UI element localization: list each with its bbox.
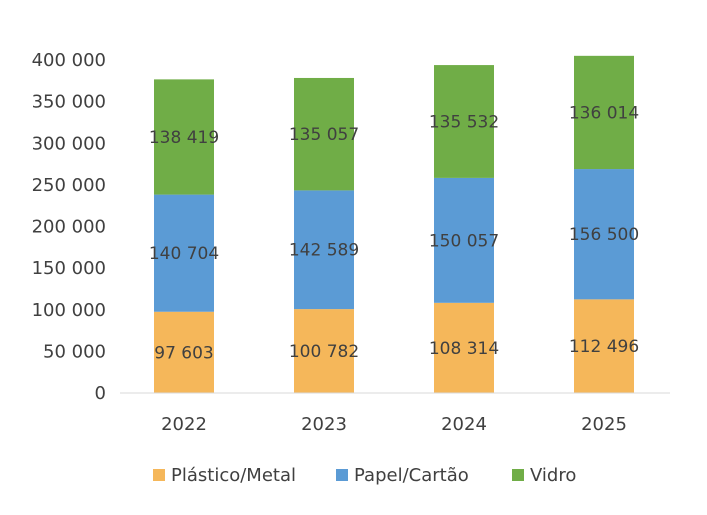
- y-tick-label: 300 000: [32, 133, 106, 154]
- y-tick-label: 250 000: [32, 175, 106, 196]
- legend-swatch: [336, 469, 348, 481]
- bars: [154, 55, 634, 393]
- data-label: 112 496: [569, 337, 639, 357]
- data-label: 150 057: [429, 231, 499, 251]
- bar-segment-vidro-2025: [574, 55, 634, 170]
- data-label: 140 704: [149, 244, 219, 264]
- legend-swatch: [153, 469, 165, 481]
- y-tick-label: 350 000: [32, 92, 106, 113]
- data-label: 138 419: [149, 128, 219, 148]
- data-labels: 97 603 140 704 138 419 100 782 142 589 135 05…: [149, 103, 639, 363]
- bar-segment-papel-cart-o-2023: [294, 190, 354, 310]
- y-tick-label: 100 000: [32, 300, 106, 321]
- data-label: 136 014: [569, 103, 639, 123]
- x-tick-label: 2024: [441, 414, 487, 435]
- bar-segment-vidro-2024: [434, 65, 494, 178]
- x-tick-label: 2022: [161, 414, 207, 435]
- x-axis: 2022 2023 2024 2025: [120, 392, 670, 435]
- bar-segment-vidro-2023: [294, 77, 354, 191]
- bar-segment-pl-stico-metal-2024: [434, 302, 494, 393]
- data-label: 156 500: [569, 225, 639, 245]
- y-tick-label: 200 000: [32, 217, 106, 238]
- legend-label: Vidro: [530, 465, 576, 486]
- y-tick-label: 50 000: [43, 341, 106, 362]
- x-tick-label: 2023: [301, 414, 347, 435]
- bar-segment-papel-cart-o-2022: [154, 194, 214, 312]
- legend-label: Papel/Cartão: [354, 465, 469, 486]
- bar-segment-vidro-2022: [154, 79, 214, 195]
- bar-segment-papel-cart-o-2025: [574, 169, 634, 300]
- data-label: 97 603: [154, 343, 213, 363]
- bar-segment-pl-stico-metal-2022: [154, 311, 214, 393]
- data-label: 135 532: [429, 112, 499, 132]
- legend-swatch: [512, 469, 524, 481]
- y-tick-label: 0: [95, 383, 106, 404]
- y-tick-label: 150 000: [32, 258, 106, 279]
- bar-segment-pl-stico-metal-2023: [294, 309, 354, 393]
- data-label: 108 314: [429, 339, 499, 359]
- legend: Plástico/Metal Papel/Cartão Vidro: [153, 465, 576, 486]
- data-label: 100 782: [289, 342, 359, 362]
- legend-label: Plástico/Metal: [171, 465, 296, 486]
- y-axis: 0 50 000 100 000 150 000 200 000 250 000 300 0…: [32, 50, 106, 404]
- bar-segment-pl-stico-metal-2025: [574, 299, 634, 393]
- data-label: 135 057: [289, 125, 359, 145]
- x-tick-label: 2025: [581, 414, 627, 435]
- bar-segment-papel-cart-o-2024: [434, 177, 494, 303]
- y-tick-label: 400 000: [32, 50, 106, 71]
- data-label: 142 589: [289, 241, 359, 261]
